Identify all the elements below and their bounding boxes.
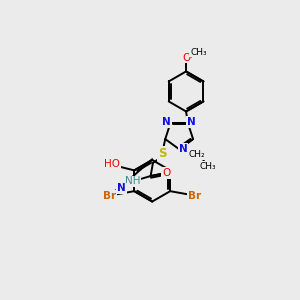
Text: Br: Br [188,191,201,201]
Text: CH₃: CH₃ [190,48,207,57]
Text: N: N [178,144,188,154]
Text: O: O [162,168,170,178]
Text: CH₃: CH₃ [199,162,216,171]
Text: Br: Br [103,191,116,201]
Text: N: N [117,183,126,194]
Text: HO: HO [104,159,120,169]
Text: CH₂: CH₂ [189,150,205,159]
Text: O: O [182,52,190,63]
Text: N: N [187,117,196,127]
Text: NH: NH [125,176,141,186]
Text: N: N [162,117,171,127]
Text: H: H [105,194,112,203]
Text: S: S [158,147,167,160]
